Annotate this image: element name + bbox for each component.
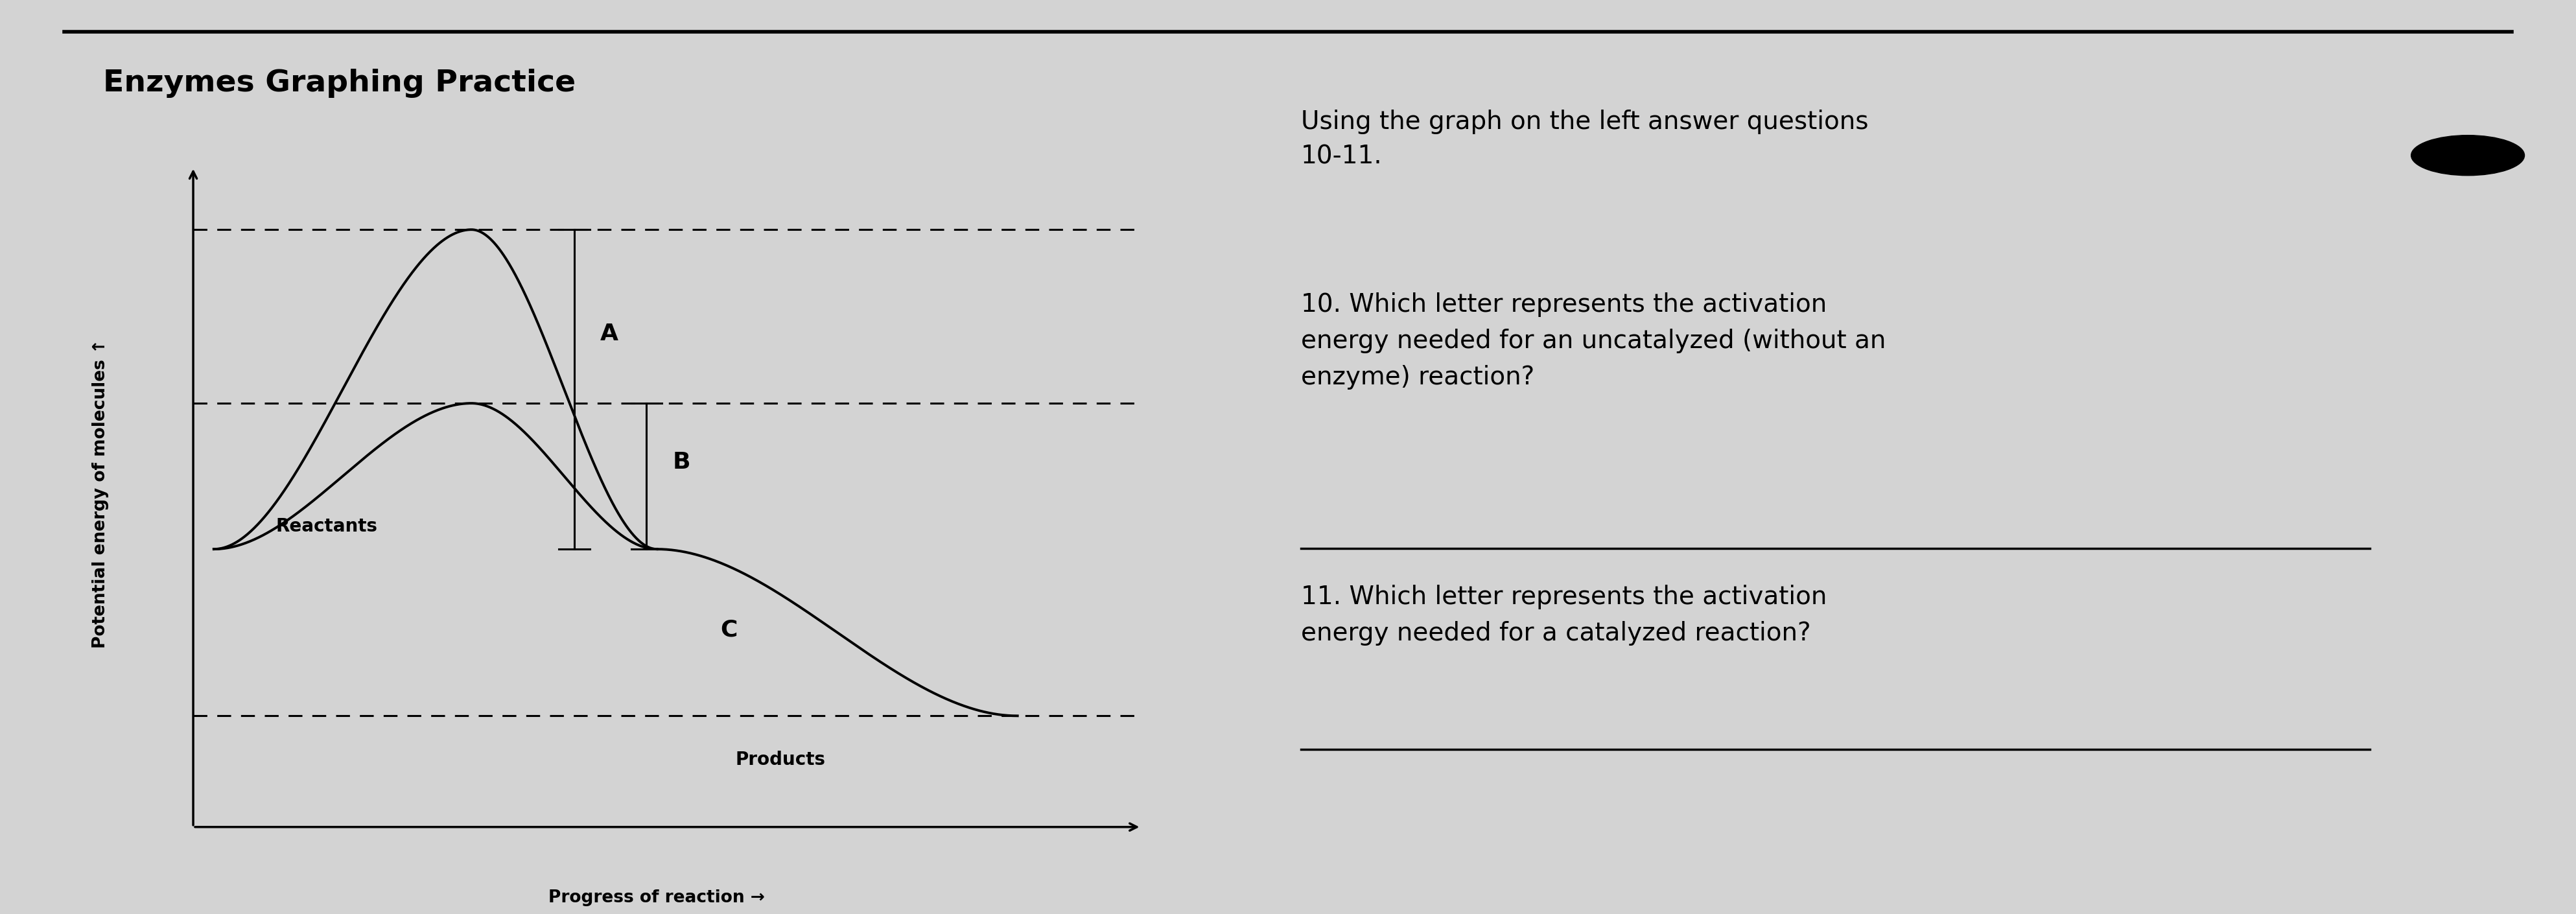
Text: 10. Which letter represents the activation
energy needed for an uncatalyzed (wit: 10. Which letter represents the activati… [1301, 292, 1886, 389]
Text: Potential energy of molecules ↑: Potential energy of molecules ↑ [93, 339, 108, 648]
Text: Progress of reaction →: Progress of reaction → [549, 889, 765, 907]
Text: C: C [721, 619, 737, 641]
Text: A: A [600, 323, 618, 345]
Text: 11. Which letter represents the activation
energy needed for a catalyzed reactio: 11. Which letter represents the activati… [1301, 585, 1826, 646]
Text: Reactants: Reactants [276, 517, 379, 536]
Text: Using the graph on the left answer questions
10-11.: Using the graph on the left answer quest… [1301, 110, 1868, 169]
Text: B: B [672, 452, 690, 473]
Text: Products: Products [737, 750, 824, 769]
Text: Enzymes Graphing Practice: Enzymes Graphing Practice [103, 69, 574, 98]
